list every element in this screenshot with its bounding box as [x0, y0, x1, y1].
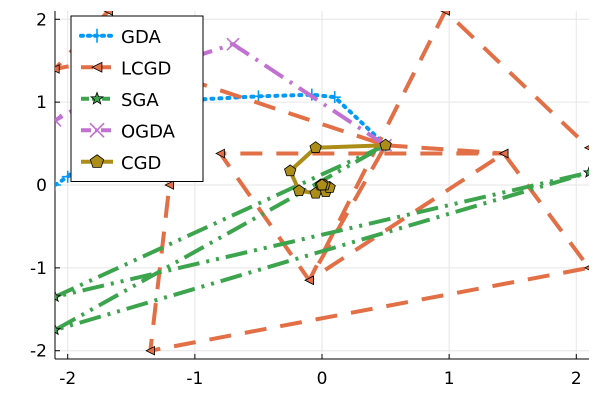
legend-label-sga: SGA: [121, 90, 159, 111]
x-tick-label-4: 2: [571, 369, 582, 389]
y-tick-label-0: -2: [30, 342, 47, 362]
point-lcgd-5: [583, 265, 589, 271]
point-lcgd-6: [145, 345, 155, 356]
legend-entry-cgd: CGD: [81, 153, 161, 174]
y-tick-label-4: 2: [36, 10, 47, 30]
point-lcgd-9: [55, 64, 60, 74]
legend-entry-gda: GDA: [79, 27, 161, 48]
x-tick-label-1: -1: [186, 369, 203, 389]
point-gda-6: [328, 91, 341, 104]
point-lcgd-13: [440, 11, 450, 16]
y-tick-label-3: 1: [36, 93, 47, 113]
legend-entry-lcgd: LCGD: [81, 58, 171, 79]
point-lcgd-12: [304, 275, 314, 286]
point-ogda-3: [55, 113, 62, 127]
point-lcgd-7: [164, 180, 175, 190]
legend-marker-gda: [90, 28, 104, 43]
x-tick-label-0: -2: [59, 369, 76, 389]
x-tick-label-2: 0: [317, 369, 328, 389]
point-gda-0: [55, 179, 61, 191]
point-sga-1: [55, 290, 62, 303]
legend-entry-sga: SGA: [81, 90, 159, 111]
legend-label-ogda: OGDA: [121, 121, 176, 142]
legend: GDA LCGD SGA OGDA CGD: [70, 15, 204, 182]
point-lcgd-14: [583, 145, 589, 151]
y-tick-label-2: 0: [36, 176, 47, 196]
y-tick-label-1: -1: [30, 259, 47, 279]
legend-label-cgd: CGD: [121, 153, 161, 174]
legend-marker-sga: [89, 91, 105, 105]
series-cgd: [284, 138, 392, 199]
legend-label-lcgd: LCGD: [121, 58, 171, 79]
point-ogda-1: [226, 37, 240, 51]
point-gda-4: [252, 90, 265, 103]
point-lcgd-8: [103, 11, 113, 16]
point-sga-3: [55, 323, 62, 336]
point-cgd-3: [292, 184, 306, 197]
legend-entry-ogda: OGDA: [81, 121, 176, 142]
point-sga-2: [582, 166, 589, 178]
series-line-lcgd: [55, 11, 589, 353]
legend-marker-cgd: [89, 154, 105, 168]
x-tick-label-3: 1: [444, 369, 455, 389]
point-cgd-1: [309, 141, 322, 153]
legend-box: [70, 15, 204, 182]
point-cgd-2: [284, 164, 297, 177]
point-cgd-0: [379, 138, 392, 151]
point-lcgd-2: [215, 148, 225, 159]
point-cgd-9: [315, 178, 329, 191]
legend-marker-ogda: [89, 122, 105, 138]
legend-label-gda: GDA: [121, 27, 161, 48]
point-lcgd-4: [498, 148, 509, 159]
legend-marker-lcgd: [91, 61, 103, 73]
